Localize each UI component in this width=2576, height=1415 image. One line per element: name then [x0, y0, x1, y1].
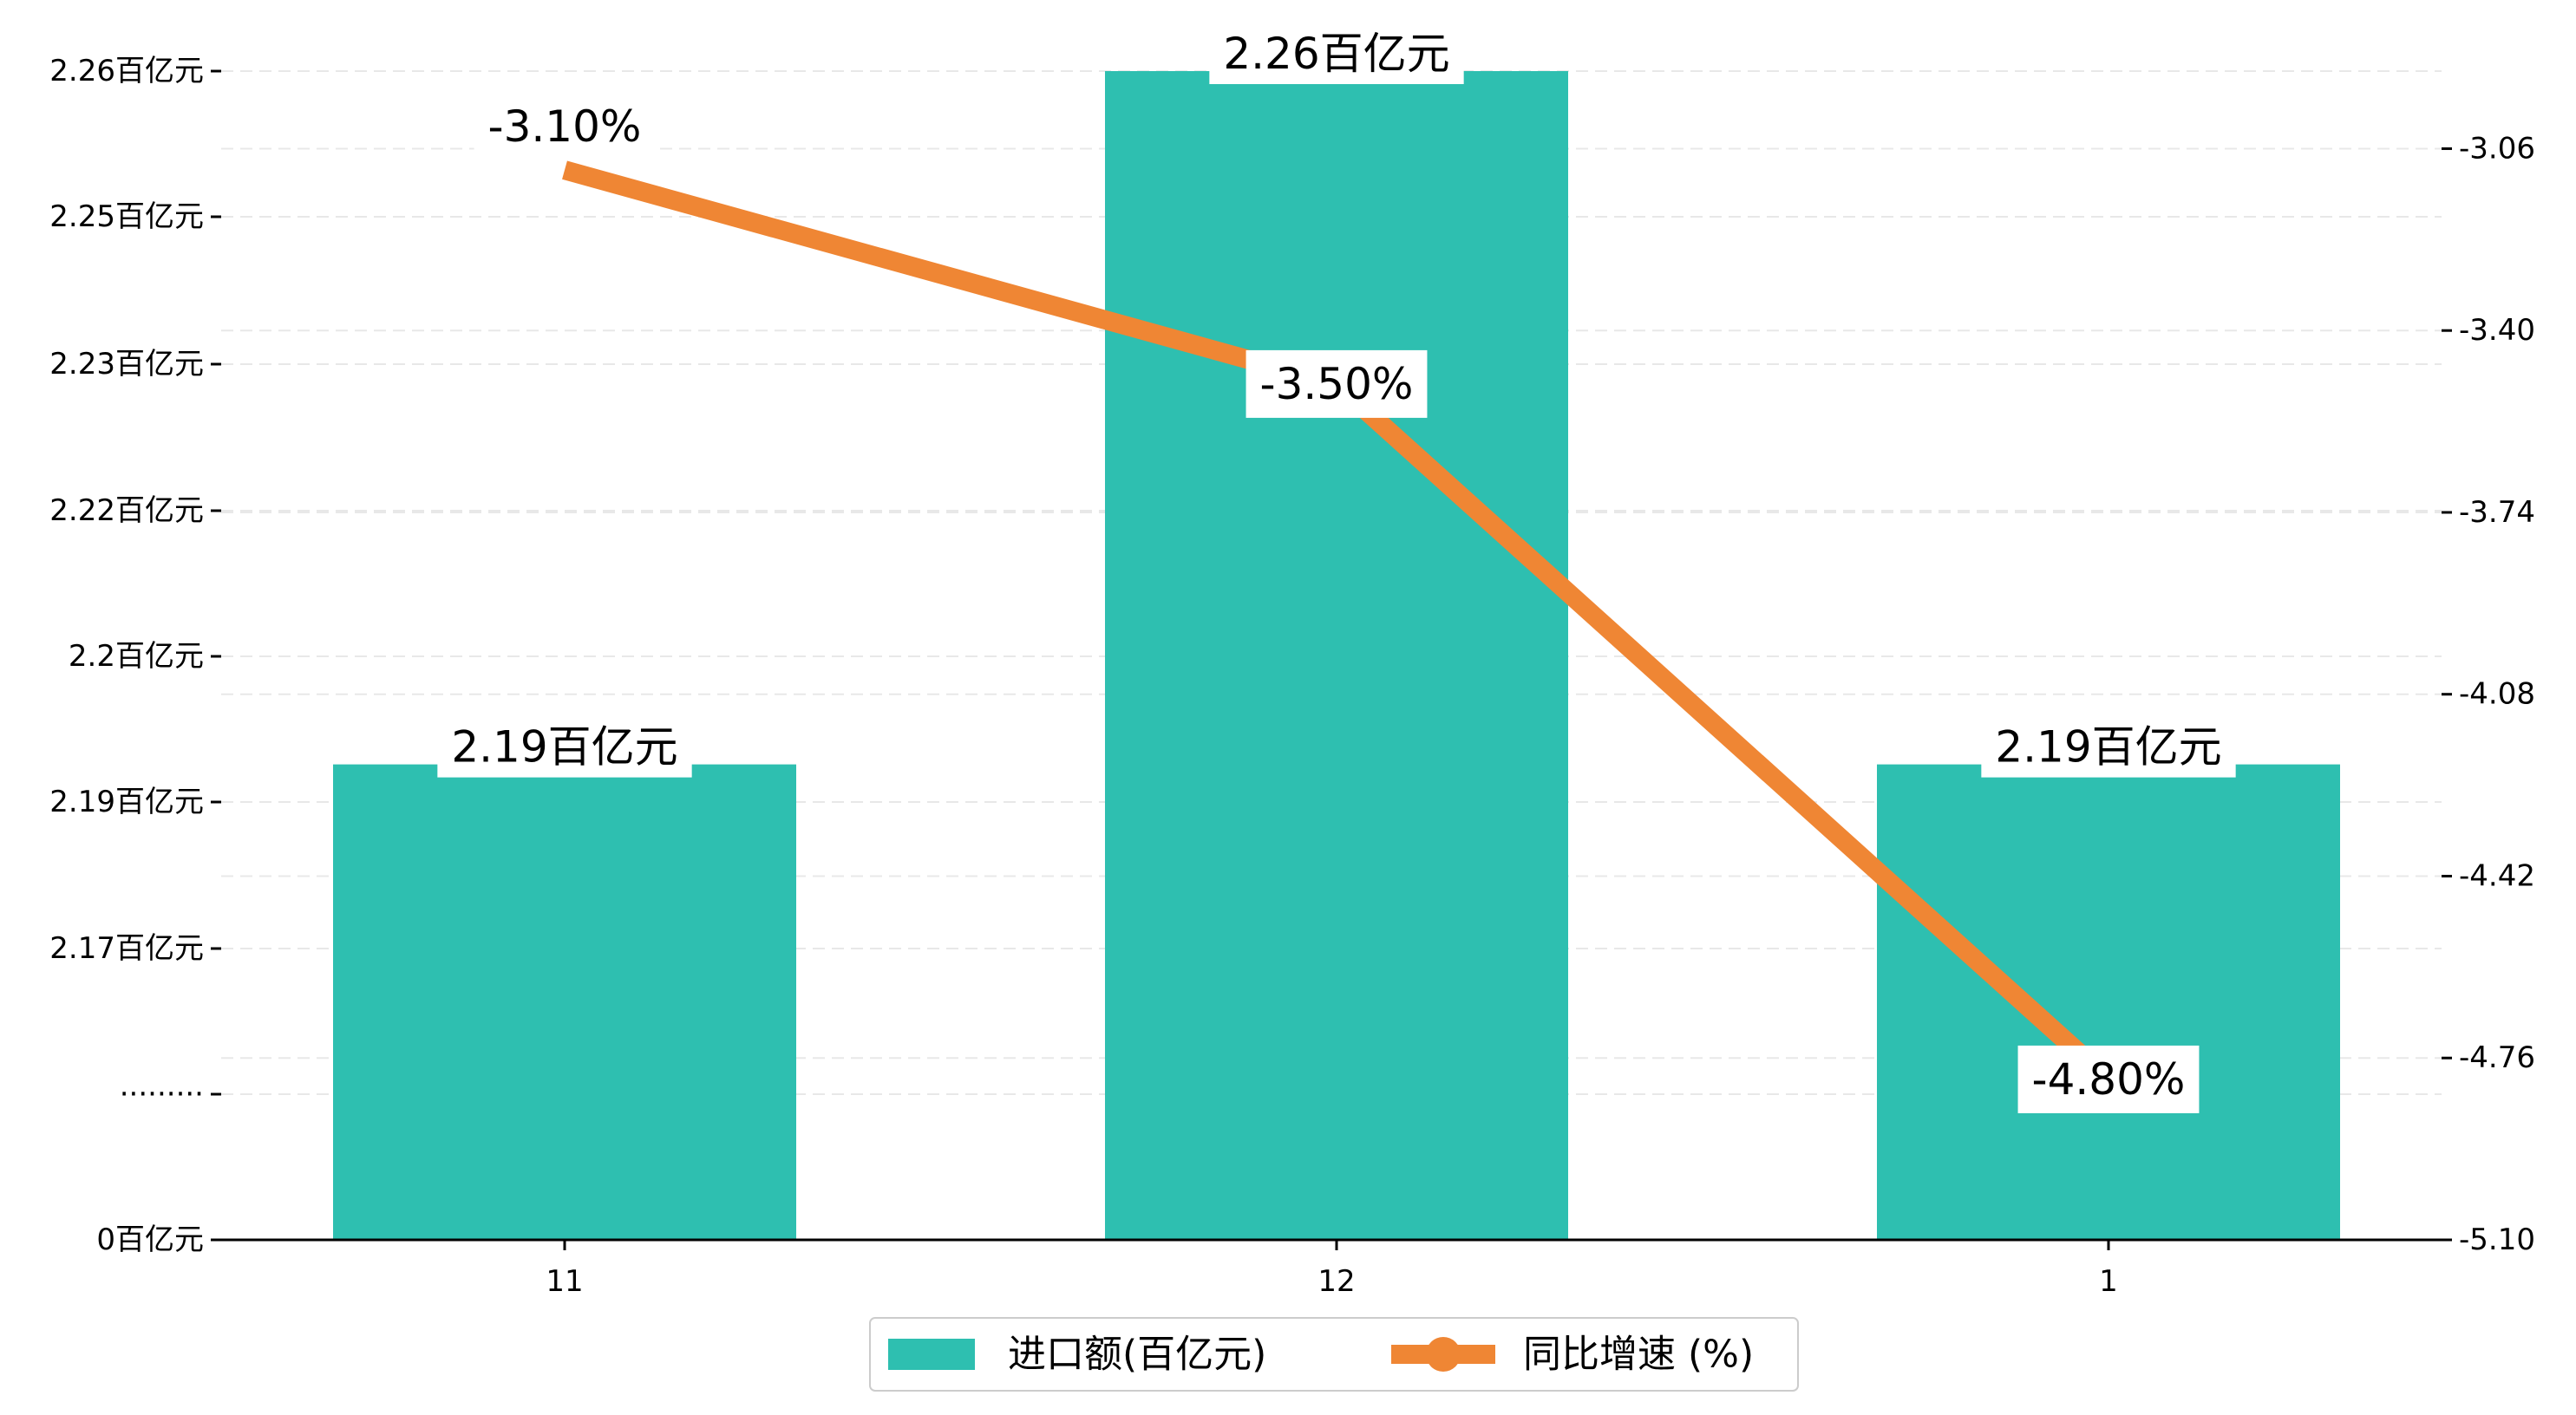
bar-import-12 [1105, 71, 1568, 1240]
right-tick-label: -4.76 [2459, 1040, 2535, 1075]
left-tick-label: 2.2百亿元 [69, 639, 204, 674]
data-label-background [1981, 716, 2236, 778]
x-tick-label: 11 [546, 1264, 583, 1299]
left-tick-label: 2.22百亿元 [49, 493, 204, 528]
x-tick-label: 12 [1317, 1264, 1355, 1299]
right-tick-label: -3.74 [2459, 495, 2535, 530]
right-tick-label: -5.10 [2459, 1223, 2535, 1257]
right-tick-label: -4.42 [2459, 858, 2535, 893]
left-tick-label: ········· [120, 1077, 204, 1112]
line-data-label: -3.10% [488, 101, 642, 152]
legend-label-line: 同比增速 (%) [1523, 1333, 1754, 1377]
bar-data-label: 2.19百亿元 [1995, 722, 2221, 773]
data-label-background [437, 716, 692, 778]
legend-box [869, 1317, 1799, 1392]
left-tick-label: 2.19百亿元 [49, 785, 204, 819]
data-label-background [1246, 349, 1428, 418]
bar-data-label: 2.19百亿元 [451, 722, 677, 773]
right-tick-label: -3.06 [2459, 131, 2535, 166]
left-tick-label: 2.26百亿元 [49, 54, 204, 88]
line-data-label: -4.80% [2032, 1054, 2186, 1105]
right-tick-label: -4.08 [2459, 677, 2535, 712]
bar-data-label: 2.26百亿元 [1223, 29, 1449, 79]
bar-import-1 [1877, 764, 2340, 1240]
data-label-background [2017, 1045, 2200, 1113]
line-data-label: -3.50% [1260, 359, 1414, 409]
legend-swatch-marker [1426, 1337, 1461, 1372]
legend-label-bar: 进口额(百亿元) [1008, 1333, 1266, 1377]
data-label-background [1209, 23, 1464, 84]
right-tick-label: -3.40 [2459, 313, 2535, 348]
left-tick-label: 2.25百亿元 [49, 199, 204, 234]
legend-swatch-bar [888, 1339, 975, 1370]
left-tick-label: 0百亿元 [96, 1223, 204, 1257]
left-tick-label: 2.23百亿元 [49, 347, 204, 381]
bar-import-11 [333, 764, 796, 1240]
left-tick-label: 2.17百亿元 [49, 931, 204, 966]
x-tick-label: 1 [2099, 1264, 2118, 1299]
data-label-background [474, 93, 656, 161]
